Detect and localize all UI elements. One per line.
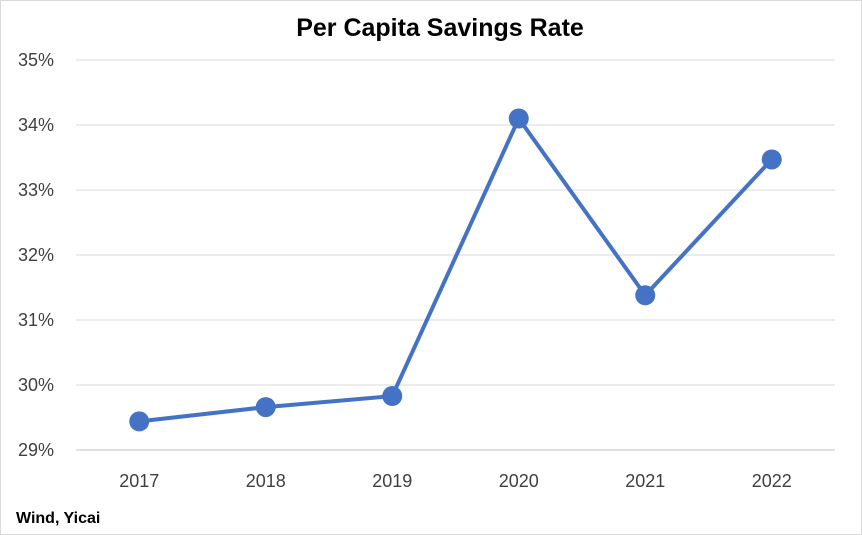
y-axis-tick-labels: 29% 30% 31% 32% 33% 34% 35% — [18, 50, 54, 460]
x-tick-label-2022: 2022 — [752, 471, 792, 491]
chart-title: Per Capita Savings Rate — [296, 14, 584, 42]
data-point-2021 — [635, 285, 656, 306]
y-tick-label-33: 33% — [18, 180, 54, 200]
y-tick-label-32: 32% — [18, 245, 54, 265]
source-note: Wind, Yicai — [16, 510, 100, 527]
y-tick-label-30: 30% — [18, 375, 54, 395]
y-tick-label-29: 29% — [18, 440, 54, 460]
series-layer — [129, 108, 782, 432]
x-tick-label-2020: 2020 — [499, 471, 539, 491]
y-tick-label-35: 35% — [18, 50, 54, 70]
x-axis-tick-labels: 2017 2018 2019 2020 2021 2022 — [119, 471, 792, 491]
data-point-2018 — [255, 397, 276, 418]
data-point-2022 — [761, 149, 782, 170]
data-point-2020 — [508, 108, 529, 129]
x-tick-label-2018: 2018 — [246, 471, 286, 491]
series-line-0 — [139, 116, 774, 424]
x-tick-label-2017: 2017 — [119, 471, 159, 491]
data-point-2017 — [129, 411, 150, 432]
data-point-2019 — [382, 386, 403, 407]
y-tick-label-34: 34% — [18, 115, 54, 135]
gridlines — [76, 59, 835, 451]
x-tick-label-2019: 2019 — [372, 471, 412, 491]
y-tick-label-31: 31% — [18, 310, 54, 330]
x-tick-label-2021: 2021 — [625, 471, 665, 491]
